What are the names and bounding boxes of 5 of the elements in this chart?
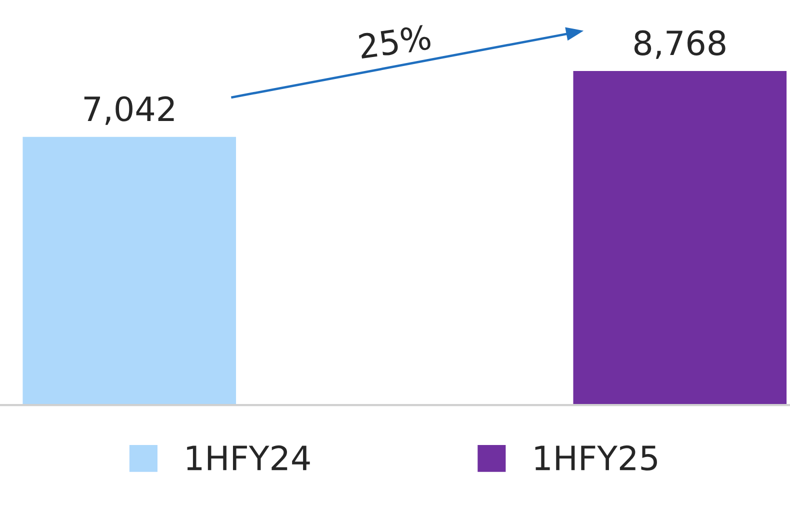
text: 25% bbox=[358, 24, 432, 59]
legend-label: 1HFY24 bbox=[187, 445, 310, 470]
legend-label: 1HFY25 bbox=[535, 445, 657, 471]
data-label: 8,768 bbox=[634, 30, 726, 59]
data-label: 7,042 bbox=[84, 96, 174, 125]
